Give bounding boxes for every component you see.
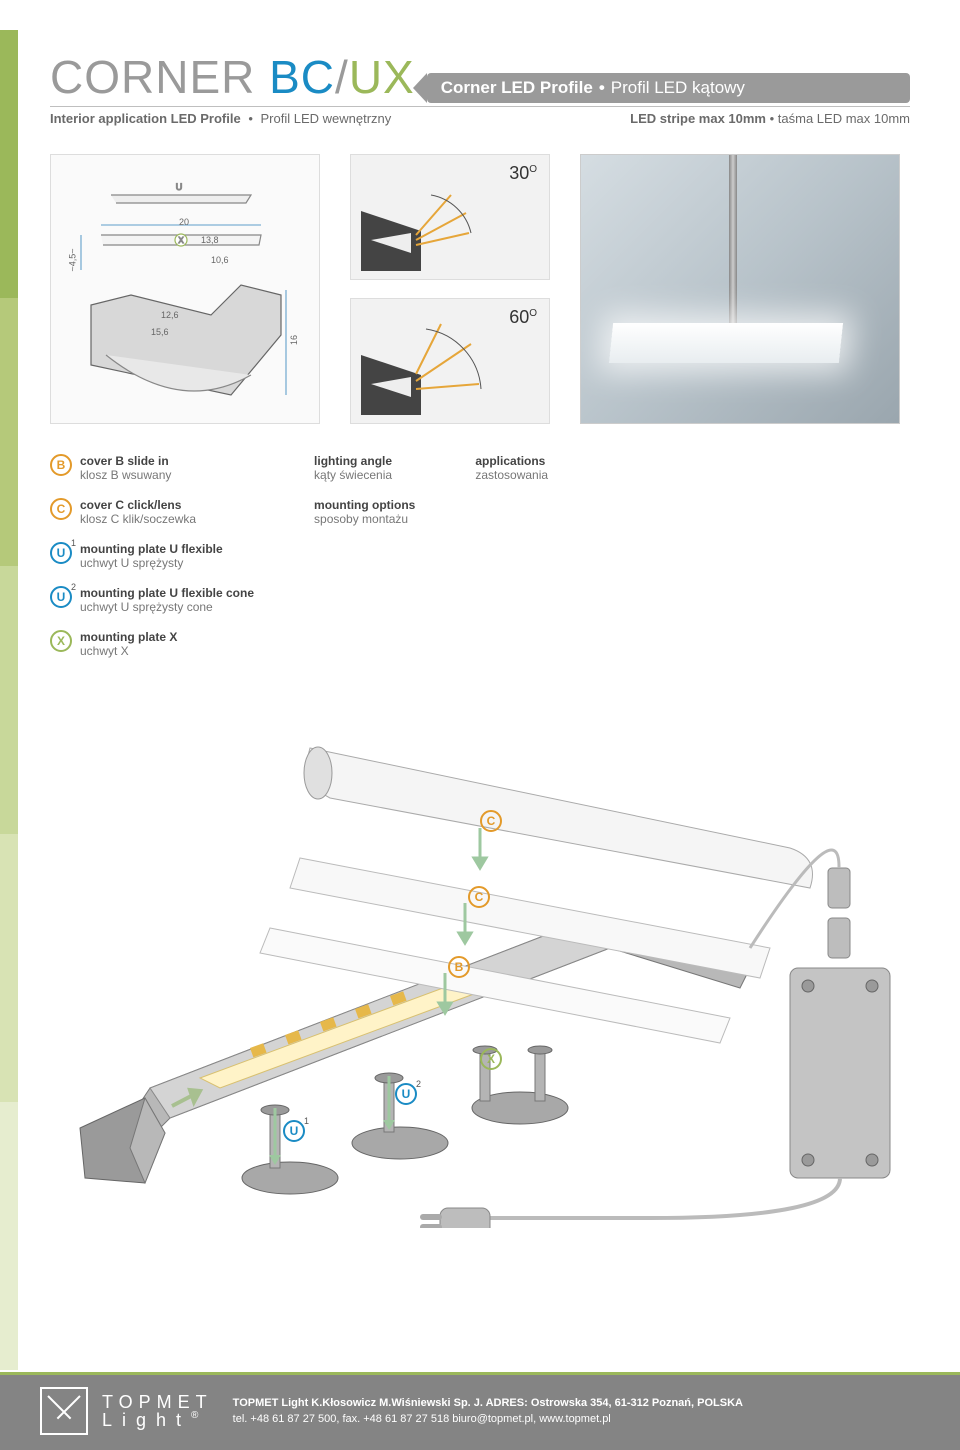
legend-u2-en: mounting plate U flexible cone	[80, 586, 254, 600]
dim-45: ~4,5~	[68, 248, 78, 271]
title-corner: CORNER	[50, 51, 255, 103]
side-color-bar	[0, 30, 18, 1370]
title-slash: /	[335, 51, 349, 103]
subhead-right-bold: LED stripe max 10mm	[630, 111, 766, 126]
footer-logo: TOPMET Light®	[40, 1387, 213, 1435]
legend-c-pl: klosz C klik/soczewka	[80, 512, 196, 526]
assembly-badge-x: X	[480, 1048, 502, 1070]
dimensions-diagram: U X 20 13,8 10,6 12,6 15,6 16	[50, 154, 320, 424]
assembly-badge-c1: C	[480, 810, 502, 832]
angle-box-30: 30O	[350, 154, 550, 280]
legend-b-pl: klosz B wsuwany	[80, 468, 171, 482]
page: CORNER BC/UX Corner LED Profile • Profil…	[0, 0, 960, 1450]
badge-u1: U1	[50, 542, 72, 564]
subhead-right: LED stripe max 10mm • taśma LED max 10mm	[630, 111, 910, 126]
dim-16: 16	[289, 335, 299, 345]
header-pill: Corner LED Profile • Profil LED kątowy	[427, 73, 910, 103]
legend-item-u2: U2 mounting plate U flexible cone uchwyt…	[50, 586, 254, 614]
logo-text: TOPMET Light®	[102, 1393, 213, 1429]
legend-c-en: cover C click/lens	[80, 498, 196, 512]
header-row: CORNER BC/UX Corner LED Profile • Profil…	[50, 50, 910, 104]
assembly-badge-u1: U1	[283, 1120, 305, 1142]
svg-text:U: U	[176, 182, 183, 192]
angle-column: 30O 60O	[350, 154, 550, 424]
pill-sub: Profil LED kątowy	[611, 78, 745, 98]
legend-applications: applications zastosowania	[475, 454, 548, 482]
legend-item-x: X mounting plate X uchwyt X	[50, 630, 254, 658]
legend-item-c: C cover C click/lens klosz C klik/soczew…	[50, 498, 254, 526]
logo-topmet: TOPMET	[102, 1393, 213, 1411]
assembly-diagram: C C B X U2 U1	[50, 688, 910, 1228]
title-bc: BC	[269, 51, 335, 103]
subhead-left-sub: Profil LED wewnętrzny	[261, 111, 392, 126]
badge-u2: U2	[50, 586, 72, 608]
photo-rod	[729, 155, 737, 335]
logo-light: Light®	[102, 1411, 213, 1429]
legend-x-pl: uchwyt X	[80, 644, 177, 658]
legend-col-right: applications zastosowania	[475, 454, 548, 658]
photo-led-strip	[609, 323, 843, 363]
gallery-row: U X 20 13,8 10,6 12,6 15,6 16	[50, 154, 910, 424]
subhead-row: Interior application LED Profile • Profi…	[50, 106, 910, 126]
subhead-right-sub: taśma LED max 10mm	[778, 111, 910, 126]
assembly-badge-u2: U2	[395, 1083, 417, 1105]
product-title: CORNER BC/UX	[50, 50, 415, 104]
dim-20: 20	[179, 217, 189, 227]
assembly-badge-b: B	[448, 956, 470, 978]
legend-col-middle: lighting angle kąty świecenia mounting o…	[314, 454, 415, 658]
dot-separator: •	[599, 78, 605, 98]
logo-mark-icon	[40, 1387, 88, 1435]
legend-u1-pl: uchwyt U sprężysty	[80, 556, 223, 570]
legend-block: B cover B slide in klosz B wsuwany C cov…	[50, 454, 910, 658]
dim-156: 15,6	[151, 327, 169, 337]
svg-text:X: X	[178, 236, 184, 245]
legend-item-u1: U1 mounting plate U flexible uchwyt U sp…	[50, 542, 254, 570]
legend-b-en: cover B slide in	[80, 454, 171, 468]
dim-106: 10,6	[211, 255, 229, 265]
badge-b: B	[50, 454, 72, 476]
legend-item-b: B cover B slide in klosz B wsuwany	[50, 454, 254, 482]
legend-x-en: mounting plate X	[80, 630, 177, 644]
dim-138: 13,8	[201, 235, 219, 245]
subhead-left-bold: Interior application LED Profile	[50, 111, 241, 126]
angle-60-label: 60O	[509, 307, 537, 328]
footer-line1: TOPMET Light K.Kłosowicz M.Wiśniewski Sp…	[233, 1395, 743, 1412]
subhead-left: Interior application LED Profile • Profi…	[50, 111, 391, 126]
footer-line2: tel. +48 61 87 27 500, fax. +48 61 87 27…	[233, 1411, 743, 1428]
application-photo	[580, 154, 900, 424]
footer-info: TOPMET Light K.Kłosowicz M.Wiśniewski Sp…	[233, 1395, 743, 1428]
legend-u2-pl: uchwyt U sprężysty cone	[80, 600, 254, 614]
title-ux: UX	[349, 51, 415, 103]
dim-126: 12,6	[161, 310, 179, 320]
pill-main: Corner LED Profile	[441, 78, 593, 98]
legend-u1-en: mounting plate U flexible	[80, 542, 223, 556]
angle-box-60: 60O	[350, 298, 550, 424]
badge-x: X	[50, 630, 72, 652]
assembly-badge-c2: C	[468, 886, 490, 908]
legend-mounting-options: mounting options sposoby montażu	[314, 498, 415, 526]
legend-col-components: B cover B slide in klosz B wsuwany C cov…	[50, 454, 254, 658]
badge-c: C	[50, 498, 72, 520]
legend-lighting-angle: lighting angle kąty świecenia	[314, 454, 415, 482]
footer: TOPMET Light® TOPMET Light K.Kłosowicz M…	[0, 1372, 960, 1450]
angle-30-label: 30O	[509, 163, 537, 184]
